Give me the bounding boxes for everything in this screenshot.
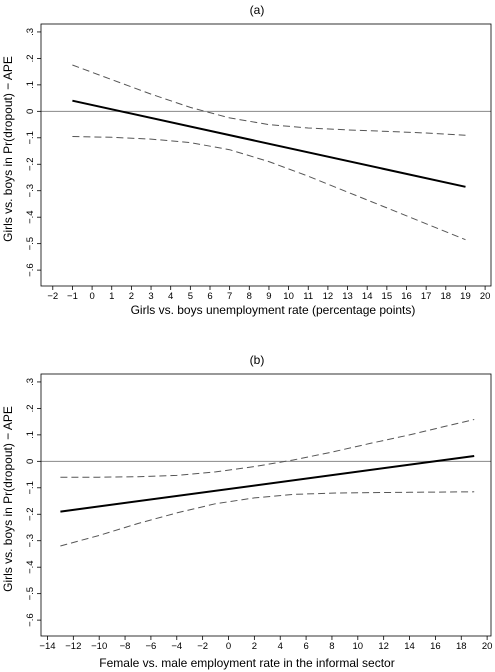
panel-a-ylabel: Girls vs. boys in Pr(dropout) − APE <box>1 56 15 242</box>
panel-a-xtick-label: 12 <box>323 291 334 302</box>
panel-b-plot-frame <box>40 373 492 637</box>
panel-b-xtick-label: 4 <box>278 641 283 652</box>
panel-b-xtick-label: 8 <box>329 641 334 652</box>
panel-b-xtick-label: −2 <box>197 641 208 652</box>
panel-a-xtick-label: 1 <box>109 291 114 302</box>
panel-a-xtick-label: 13 <box>342 291 353 302</box>
panel-b-ytick-label: −.6 <box>25 613 36 626</box>
panel-a-xtick-label: 15 <box>382 291 393 302</box>
panel-a-xtick-label: 0 <box>89 291 94 302</box>
panel-b-xtick-label: −8 <box>120 641 131 652</box>
panel-a-xtick-label: 17 <box>421 291 432 302</box>
panel-a-xtick-label: 10 <box>283 291 294 302</box>
panel-a-xtick-label: 7 <box>227 291 232 302</box>
panel-b: (b) Girls vs. boys in Pr(dropout) − APE … <box>1 353 492 670</box>
panel-a-xtick-label: −1 <box>67 291 78 302</box>
panel-a-ytick-label: −.6 <box>25 263 36 276</box>
panel-b-xtick-label: 0 <box>226 641 231 652</box>
panel-a-ytick-label: 0 <box>25 109 36 114</box>
panel-b-xtick-label: −10 <box>91 641 107 652</box>
panel-b-xtick-label: 10 <box>353 641 364 652</box>
panel-b-xtick-label: 20 <box>482 641 493 652</box>
panel-b-estimate-line <box>60 455 475 513</box>
panel-a-xtick-label: 20 <box>480 291 491 302</box>
panel-a-ytick-label: −.4 <box>25 210 36 223</box>
panel-b-ytick-label: −.4 <box>25 560 36 573</box>
panel-b-ytick-label: −.3 <box>25 534 36 547</box>
panel-a-xtick-label: 3 <box>148 291 153 302</box>
panel-b-ytick-label: −.1 <box>25 481 36 494</box>
panel-b-xtick-label: 6 <box>303 641 308 652</box>
panel-a-xtick-label: 16 <box>401 291 412 302</box>
panel-b-ytick-label: .2 <box>25 404 36 412</box>
panel-b-xtick-label: 2 <box>252 641 257 652</box>
panel-a-xtick-label: −2 <box>47 291 58 302</box>
panel-b-xtick-label: 12 <box>378 641 389 652</box>
panel-b-title: (b) <box>250 353 265 367</box>
panel-b-xtick-label: 14 <box>404 641 415 652</box>
panel-a-upper-ci-line <box>72 64 466 136</box>
panel-a-xtick-label: 19 <box>460 291 471 302</box>
panel-b-xtick-label: 18 <box>456 641 467 652</box>
panel-b-xtick-label: −12 <box>65 641 81 652</box>
panel-b-ytick-label: −.5 <box>25 587 36 600</box>
panel-a-ytick-label: −.2 <box>25 158 36 171</box>
panel-b-ytick-label: .3 <box>25 378 36 386</box>
panel-a-xtick-label: 18 <box>441 291 452 302</box>
panel-a-estimate-line <box>72 99 466 188</box>
panel-b-ytick-label: −.2 <box>25 508 36 521</box>
panel-a-lower-ci-line <box>72 136 466 241</box>
panel-a-xtick-label: 9 <box>266 291 271 302</box>
panel-a-ytick-label: .1 <box>25 81 36 89</box>
panel-a-ytick-label: −.5 <box>25 237 36 250</box>
panel-a-xtick-label: 8 <box>247 291 252 302</box>
panel-b-lower-ci-line <box>60 491 475 547</box>
panel-a-xlabel: Girls vs. boys unemployment rate (percen… <box>131 303 416 317</box>
panel-b-xlabel: Female vs. male employment rate in the i… <box>99 656 394 670</box>
panel-a: (a) Girls vs. boys in Pr(dropout) − APE … <box>1 3 492 317</box>
panel-a-xtick-label: 6 <box>207 291 212 302</box>
panel-b-ylabel: Girls vs. boys in Pr(dropout) − APE <box>1 406 15 592</box>
panel-a-ytick-label: .2 <box>25 54 36 62</box>
panel-a-plot-frame <box>40 23 492 287</box>
panel-a-xtick-label: 5 <box>188 291 193 302</box>
panel-a-xtick-label: 11 <box>303 291 313 302</box>
panel-b-upper-ci-line <box>60 419 475 478</box>
panel-a-ytick-label: .3 <box>25 28 36 36</box>
panel-a-xtick-label: 4 <box>168 291 173 302</box>
panel-b-ytick-label: 0 <box>25 459 36 464</box>
panel-b-xtick-label: −6 <box>145 641 156 652</box>
panel-a-xtick-label: 14 <box>362 291 373 302</box>
panel-a-ytick-label: −.3 <box>25 184 36 197</box>
panel-a-ytick-label: −.1 <box>25 131 36 144</box>
panel-b-xtick-label: 16 <box>430 641 441 652</box>
panel-b-xtick-label: −4 <box>171 641 182 652</box>
panel-a-xtick-label: 2 <box>129 291 134 302</box>
panel-b-ytick-label: .1 <box>25 431 36 439</box>
panel-b-xtick-label: −14 <box>39 641 55 652</box>
panel-a-title: (a) <box>250 3 265 17</box>
